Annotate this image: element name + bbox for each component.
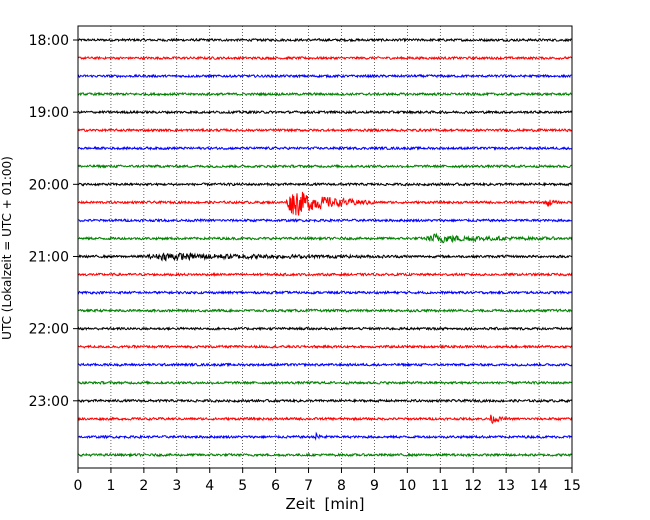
trace-2215 bbox=[77, 344, 573, 350]
trace-1830 bbox=[77, 73, 573, 79]
y-tick-label: 20:00 bbox=[29, 177, 69, 193]
y-axis-label: UTC (Lokalzeit = UTC + 01:00) bbox=[0, 156, 14, 340]
x-tick-label: 9 bbox=[370, 478, 379, 494]
trace-1945 bbox=[77, 163, 573, 169]
trace-2145 bbox=[77, 308, 573, 314]
plot-frame bbox=[77, 25, 573, 469]
x-tick-label: 1 bbox=[106, 478, 115, 494]
x-axis: 0 1 2 3 4 5 6 7 8 9 10 11 12 13 14 15 bbox=[74, 468, 581, 494]
trace-2015 bbox=[77, 191, 573, 216]
trace-2345 bbox=[77, 452, 573, 458]
trace-2330 bbox=[77, 431, 573, 441]
x-tick-label: 6 bbox=[271, 478, 280, 494]
trace-1800 bbox=[77, 37, 573, 43]
x-tick-label: 10 bbox=[398, 478, 416, 494]
x-tick-label: 7 bbox=[304, 478, 313, 494]
trace-2100 bbox=[77, 251, 573, 262]
trace-2130 bbox=[77, 289, 573, 296]
y-tick-label: 23:00 bbox=[29, 394, 69, 410]
trace-1845 bbox=[77, 91, 573, 97]
trace-group bbox=[77, 37, 573, 458]
trace-2030 bbox=[77, 217, 573, 224]
trace-2200 bbox=[77, 326, 573, 332]
trace-1900 bbox=[77, 109, 573, 115]
trace-2245 bbox=[77, 380, 573, 386]
y-axis: 18:00 19:00 20:00 21:00 22:00 23:00 bbox=[29, 33, 78, 410]
trace-1915 bbox=[77, 127, 573, 133]
x-tick-label: 15 bbox=[563, 478, 581, 494]
trace-2300 bbox=[77, 398, 573, 404]
x-tick-label: 11 bbox=[431, 478, 449, 494]
y-tick-label: 19:00 bbox=[29, 105, 69, 121]
trace-1815 bbox=[77, 55, 573, 61]
x-tick-label: 3 bbox=[172, 478, 181, 494]
x-tick-label: 0 bbox=[74, 478, 83, 494]
y-tick-label: 22:00 bbox=[29, 322, 69, 338]
x-tick-label: 8 bbox=[337, 478, 346, 494]
trace-2230 bbox=[77, 362, 573, 368]
trace-2315 bbox=[77, 414, 573, 425]
trace-2000 bbox=[77, 181, 573, 187]
x-tick-label: 5 bbox=[238, 478, 247, 494]
trace-1930 bbox=[77, 145, 573, 151]
trace-2045 bbox=[77, 232, 573, 244]
x-tick-label: 12 bbox=[464, 478, 482, 494]
y-tick-label: 21:00 bbox=[29, 249, 69, 265]
trace-2115 bbox=[77, 271, 573, 278]
x-tick-label: 2 bbox=[139, 478, 148, 494]
x-tick-label: 13 bbox=[497, 478, 515, 494]
x-tick-label: 14 bbox=[530, 478, 548, 494]
y-tick-label: 18:00 bbox=[29, 33, 69, 49]
x-tick-label: 4 bbox=[205, 478, 214, 494]
x-axis-label: Zeit [min] bbox=[285, 495, 364, 513]
